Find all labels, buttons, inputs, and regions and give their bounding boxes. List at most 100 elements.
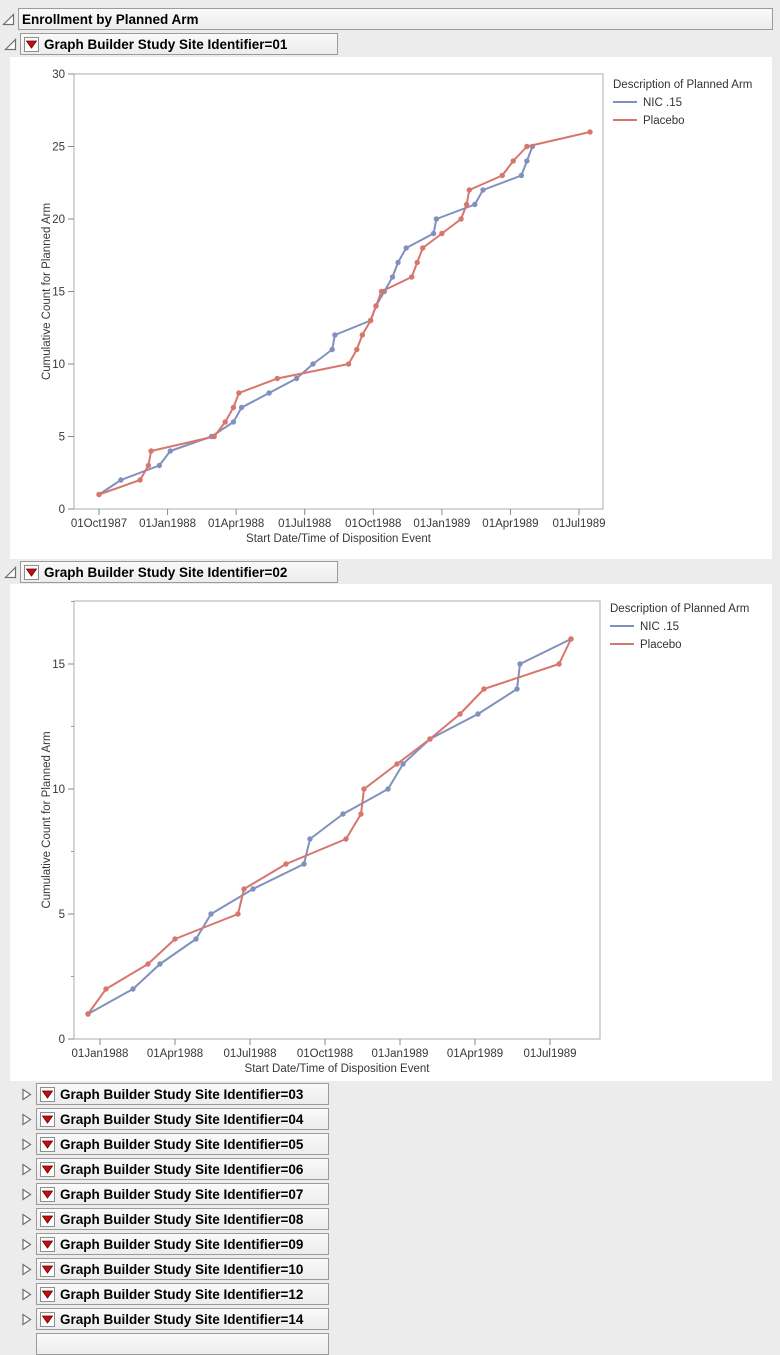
disclosure-open-icon[interactable] [3, 37, 18, 51]
legend-label[interactable]: Placebo [643, 115, 685, 127]
data-point[interactable] [458, 216, 464, 222]
data-point[interactable] [156, 462, 162, 469]
data-point[interactable] [167, 448, 173, 454]
disclosure-closed-icon[interactable] [19, 1137, 34, 1151]
data-point[interactable] [222, 419, 228, 425]
disclosure-closed-icon[interactable] [19, 1162, 34, 1176]
data-point[interactable] [514, 686, 520, 692]
data-point[interactable] [340, 811, 346, 817]
data-point[interactable] [385, 786, 391, 792]
red-triangle-menu-icon[interactable] [40, 1286, 55, 1302]
data-point[interactable] [345, 361, 352, 367]
data-point[interactable] [499, 172, 505, 179]
outline-header-bar[interactable]: Graph Builder Study Site Identifier=05 [36, 1133, 329, 1155]
data-point[interactable] [96, 491, 102, 498]
outline-header-bar[interactable]: Graph Builder Study Site Identifier=03 [36, 1083, 329, 1105]
data-point[interactable] [358, 811, 364, 817]
red-triangle-menu-icon[interactable] [24, 564, 39, 580]
red-triangle-menu-icon[interactable] [40, 1311, 55, 1327]
data-point[interactable] [343, 836, 349, 842]
red-triangle-menu-icon[interactable] [40, 1136, 55, 1152]
data-point[interactable] [394, 761, 400, 767]
enrollment-chart-site-02[interactable]: 0 5 10 15 01Jan1988 01Apr1988 01Jul1988 01Oct19… [10, 584, 772, 1079]
data-point[interactable] [395, 259, 401, 266]
data-point[interactable] [230, 419, 237, 425]
data-point[interactable] [130, 986, 136, 992]
disclosure-closed-icon[interactable] [19, 1112, 34, 1126]
outline-header-bar[interactable]: Graph Builder Study Site Identifier=04 [36, 1108, 329, 1130]
data-point[interactable] [310, 361, 316, 367]
data-point[interactable] [235, 911, 241, 917]
outline-header-bar[interactable] [36, 1333, 329, 1355]
data-point[interactable] [238, 404, 245, 411]
data-point[interactable] [518, 172, 525, 179]
disclosure-closed-icon[interactable] [19, 1212, 34, 1226]
data-point[interactable] [367, 317, 374, 324]
data-point[interactable] [427, 736, 433, 742]
data-point[interactable] [172, 936, 178, 942]
data-point[interactable] [556, 661, 562, 667]
data-point[interactable] [301, 861, 307, 867]
data-point[interactable] [359, 332, 365, 338]
disclosure-open-icon[interactable] [1, 12, 16, 26]
data-point[interactable] [103, 986, 109, 992]
data-point[interactable] [85, 1011, 91, 1017]
red-triangle-menu-icon[interactable] [40, 1111, 55, 1127]
outline-header-bar[interactable]: Graph Builder Study Site Identifier=07 [36, 1183, 329, 1205]
red-triangle-menu-icon[interactable] [40, 1186, 55, 1202]
disclosure-closed-icon[interactable] [19, 1087, 34, 1101]
red-triangle-menu-icon[interactable] [40, 1211, 55, 1227]
data-point[interactable] [307, 836, 313, 842]
data-point[interactable] [137, 477, 143, 483]
red-triangle-menu-icon[interactable] [40, 1236, 55, 1252]
red-triangle-menu-icon[interactable] [40, 1161, 55, 1177]
data-point[interactable] [208, 911, 214, 917]
data-point[interactable] [481, 686, 487, 692]
red-triangle-menu-icon[interactable] [40, 1086, 55, 1102]
plot-frame[interactable] [73, 73, 604, 510]
data-point[interactable] [145, 961, 151, 967]
data-point[interactable] [568, 636, 574, 642]
legend-label[interactable]: NIC .15 [640, 621, 679, 633]
disclosure-open-icon[interactable] [3, 565, 18, 579]
data-point[interactable] [274, 375, 280, 382]
data-point[interactable] [266, 390, 272, 396]
data-point[interactable] [414, 259, 420, 266]
data-point[interactable] [236, 390, 242, 396]
data-point[interactable] [420, 245, 426, 251]
outline-header-bar[interactable]: Graph Builder Study Site Identifier=14 [36, 1308, 329, 1330]
legend-label[interactable]: NIC .15 [643, 97, 682, 109]
data-point[interactable] [472, 201, 478, 208]
data-point[interactable] [389, 274, 396, 280]
data-point[interactable] [329, 346, 335, 353]
outline-header-bar[interactable]: Graph Builder Study Site Identifier=09 [36, 1233, 329, 1255]
data-point[interactable] [517, 661, 523, 667]
data-point[interactable] [145, 462, 152, 469]
data-point[interactable] [463, 201, 470, 208]
data-point[interactable] [193, 936, 199, 942]
outline-header-bar[interactable]: Graph Builder Study Site Identifier=08 [36, 1208, 329, 1230]
data-point[interactable] [148, 448, 154, 454]
data-point[interactable] [293, 375, 300, 382]
data-point[interactable] [439, 230, 445, 237]
data-point[interactable] [457, 711, 463, 717]
disclosure-closed-icon[interactable] [19, 1312, 34, 1326]
disclosure-closed-icon[interactable] [19, 1262, 34, 1276]
data-point[interactable] [524, 143, 530, 150]
data-point[interactable] [466, 187, 472, 193]
data-point[interactable] [354, 346, 360, 353]
outline-header-bar[interactable]: Graph Builder Study Site Identifier=12 [36, 1283, 329, 1305]
series-line-nic-15[interactable] [87, 638, 572, 1015]
data-point[interactable] [283, 861, 289, 867]
data-point[interactable] [403, 245, 409, 251]
outline-header-bar[interactable]: Graph Builder Study Site Identifier=01 [20, 33, 338, 55]
data-point[interactable] [250, 886, 256, 892]
data-point[interactable] [378, 288, 385, 295]
red-triangle-menu-icon[interactable] [40, 1261, 55, 1277]
disclosure-closed-icon[interactable] [19, 1237, 34, 1251]
enrollment-chart-site-01[interactable]: 0 5 10 15 20 25 30 01Oct1987 01Jan1988 01Apr1988 0… [10, 57, 772, 555]
data-point[interactable] [400, 761, 406, 767]
red-triangle-menu-icon[interactable] [24, 36, 39, 52]
data-point[interactable] [524, 158, 530, 164]
disclosure-closed-icon[interactable] [19, 1187, 34, 1201]
